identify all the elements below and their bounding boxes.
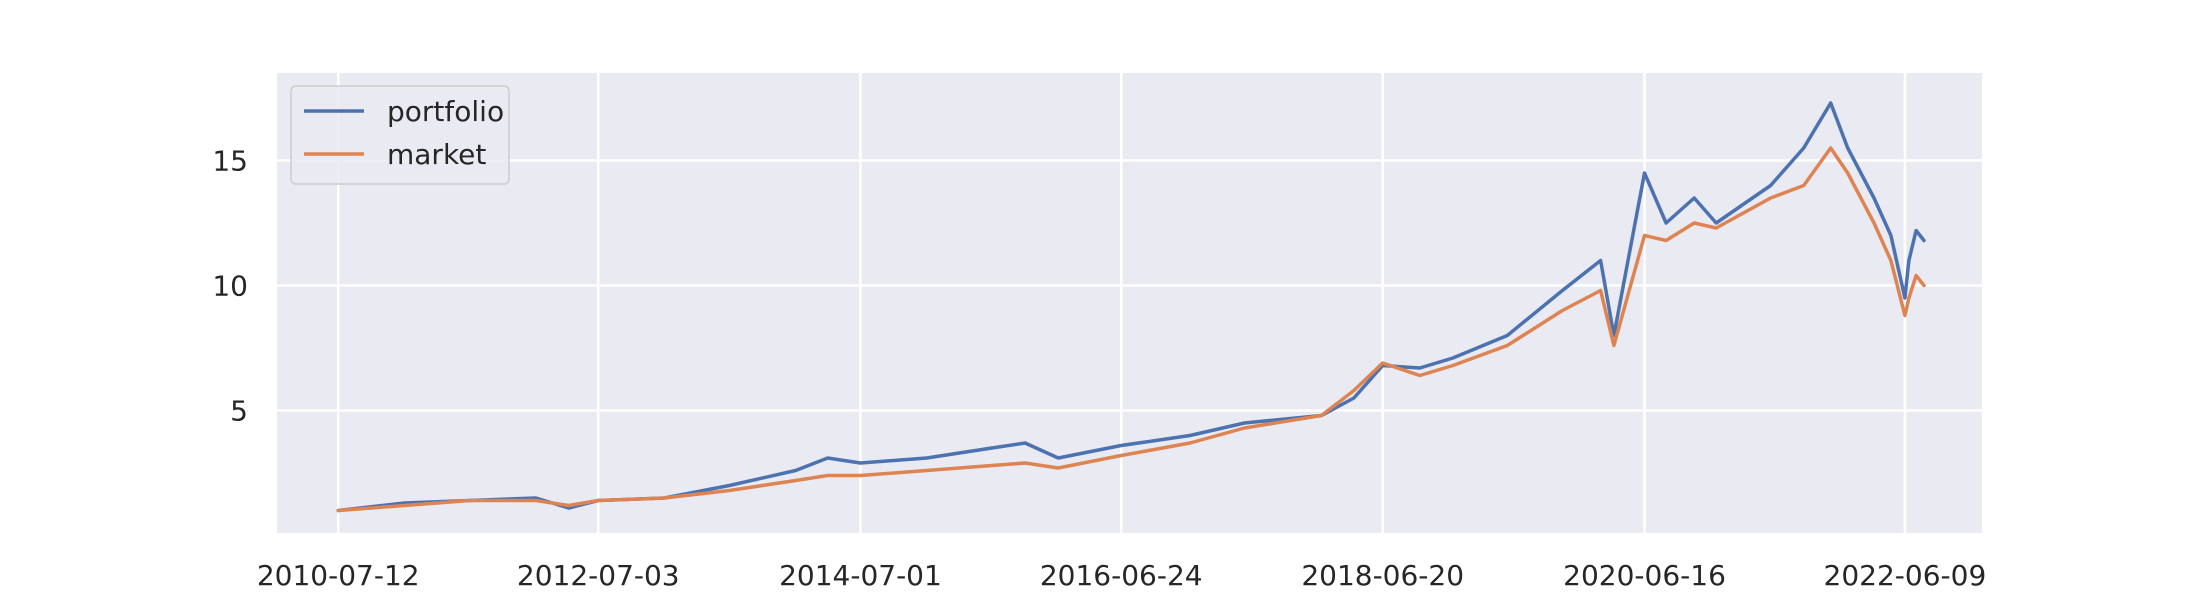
x-tick-label: 2018-06-20 (1301, 559, 1464, 592)
x-tick-label: 2012-07-03 (517, 559, 680, 592)
y-tick-labels: 5 10 15 (212, 145, 248, 428)
y-tick-label: 15 (212, 145, 248, 178)
x-tick-labels: 2010-07-12 2012-07-03 2014-07-01 2016-06-24… (257, 559, 1986, 592)
y-tick-label: 10 (212, 270, 248, 303)
series-line-market (336, 146, 1926, 513)
x-gridlines (336, 73, 1907, 533)
legend: portfolio market (290, 85, 510, 185)
x-tick-label: 2010-07-12 (257, 559, 420, 592)
y-gridlines (277, 159, 1982, 412)
x-tick-label: 2016-06-24 (1040, 559, 1203, 592)
plot-background (277, 73, 1982, 533)
legend-label-portfolio: portfolio (387, 95, 504, 128)
y-tick-label: 5 (230, 395, 248, 428)
series-layer (336, 101, 1926, 513)
x-tick-label: 2020-06-16 (1563, 559, 1726, 592)
x-tick-label: 2014-07-01 (779, 559, 942, 592)
x-tick-label: 2022-06-09 (1824, 559, 1987, 592)
legend-label-market: market (387, 138, 486, 171)
series-line-portfolio (336, 101, 1926, 513)
